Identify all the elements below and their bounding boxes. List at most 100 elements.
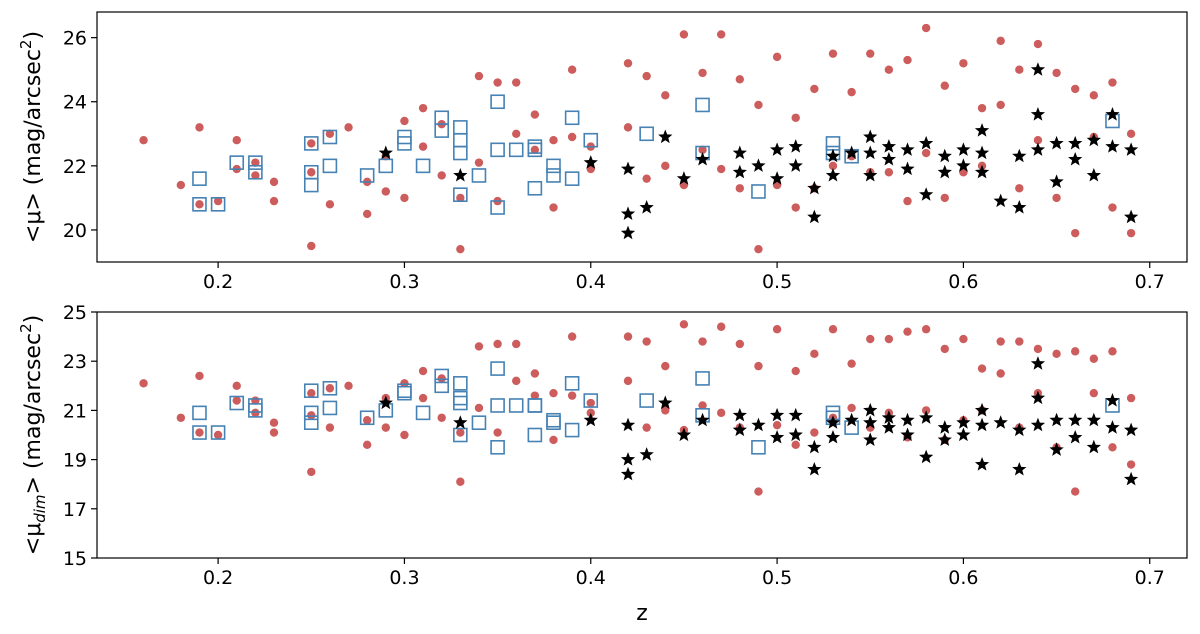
square-point [695,97,710,113]
square-point [639,126,654,142]
galaxy-point [698,337,707,346]
galaxy-point [139,136,148,145]
y-tick-label: 22 [63,156,87,178]
galaxy-point [474,342,484,351]
galaxy-point [493,78,502,87]
galaxy-point [307,139,316,148]
star-point [620,161,636,176]
galaxy-point [474,403,484,413]
star-point [1086,167,1101,182]
star-point [919,410,934,424]
square-point [527,427,543,443]
galaxy-point [1015,337,1024,346]
galaxy-point [530,110,540,119]
galaxy-point [716,408,726,418]
star-point [676,427,692,442]
square-point [453,395,468,411]
galaxy-point [791,440,800,450]
galaxy-point [1033,136,1043,145]
star-point [1030,356,1046,370]
star-point [1049,174,1064,188]
galaxy-point [586,398,595,408]
square-point [695,371,710,386]
galaxy-point [716,30,726,39]
star-point [974,402,990,417]
star-point [1105,393,1120,407]
galaxy-point [549,203,558,212]
star-point [1123,422,1139,437]
star-point [1012,461,1027,476]
square-point [471,168,487,183]
square-point [453,132,468,148]
galaxy-point [437,171,446,180]
galaxy-point [307,241,316,251]
galaxy-point [921,148,931,158]
square-point [508,142,524,158]
square-point [303,164,319,180]
galaxy-point [456,428,465,437]
star-point [863,167,878,182]
galaxy-point [623,59,633,68]
galaxy-point [418,393,428,403]
series-galaxies [139,320,1136,496]
square-point [490,200,505,215]
galaxy-point [996,100,1005,110]
galaxy-point [176,413,186,422]
star-point [658,395,673,410]
square-point [303,383,319,399]
star-point [863,402,878,417]
galaxy-point [1089,91,1099,100]
galaxy-point [325,129,335,138]
series-galaxies [139,23,1136,254]
square-point [564,171,580,186]
square-point [378,158,394,174]
star-point [863,432,878,446]
galaxy-point [810,428,819,437]
galaxy-point [1033,39,1043,49]
galaxy-point [828,325,838,334]
square-point [527,398,543,413]
star-point [453,415,468,429]
square-point [453,390,468,406]
y-tick-label: 21 [63,400,87,422]
square-point [192,425,207,440]
galaxy-point [512,339,521,349]
star-point [1012,200,1027,214]
star-point [863,415,878,429]
axes-frame [96,11,1188,263]
galaxy-point [269,428,279,437]
star-point [378,395,393,410]
galaxy-point [381,423,391,432]
galaxy-point [400,193,409,203]
star-point [881,139,897,153]
galaxy-point [213,196,223,206]
star-point [695,151,710,166]
galaxy-point [139,379,148,388]
y-tick-label: 26 [63,28,87,50]
square-point [248,164,263,180]
star-point [453,167,468,182]
galaxy-point [1108,443,1117,452]
galaxy-point [400,116,409,126]
galaxy-point [307,168,316,177]
star-point [769,407,785,422]
galaxy-point [735,75,745,84]
star-point [1068,429,1083,444]
galaxy-point [362,209,372,219]
square-point [564,422,580,438]
star-point [919,449,934,464]
galaxy-point [884,65,894,74]
star-point [788,427,803,442]
square-point [322,129,338,145]
square-point [453,376,468,391]
galaxy-point [195,200,204,209]
star-point [639,200,654,214]
square-point [192,171,207,186]
x-tick-label: 0.6 [948,567,978,589]
square-point [229,395,245,411]
galaxy-point [512,129,521,138]
star-point [583,155,598,169]
galaxy-point [400,379,409,388]
square-point [415,158,431,174]
